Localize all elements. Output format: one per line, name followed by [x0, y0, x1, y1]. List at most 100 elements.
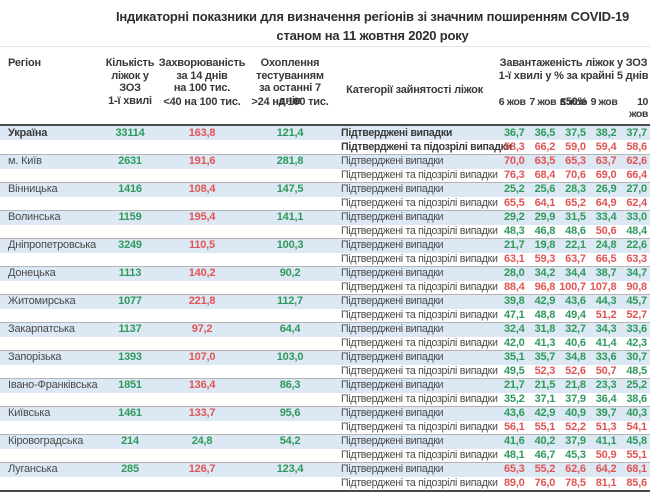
beds-value: 33114: [115, 126, 145, 139]
beds-value: 1461: [118, 407, 142, 420]
occupancy-value: 63,3: [626, 252, 647, 265]
occupancy-value: 46,7: [534, 448, 556, 461]
occupancy-value: 90,8: [626, 280, 647, 293]
region-name: Україна: [8, 126, 48, 139]
region-name: Кіровоградська: [8, 435, 84, 448]
table-row: Підтверджені та підозрілі випадки 47,1 48,…: [0, 309, 650, 323]
occupancy-value: 100,7: [559, 280, 586, 293]
table-row: Підтверджені та підозрілі випадки 49,5 52,…: [0, 365, 650, 379]
occupancy-value: 59,3: [534, 252, 556, 265]
occupancy-value: 52,2: [565, 420, 586, 433]
bed-category-label: Підтверджені та підозрілі випадки: [341, 280, 498, 293]
occupancy-value: 68,4: [534, 168, 556, 181]
occupancy-value: 59,4: [595, 140, 617, 153]
bed-category-label: Підтверджені та підозрілі випадки: [341, 476, 498, 489]
incidence-value: 126,7: [188, 463, 216, 476]
occupancy-value: 63,5: [534, 155, 556, 168]
occupancy-value: 31,5: [565, 211, 586, 224]
occupancy-value: 52,6: [565, 364, 586, 377]
table-row: Луганська 285 126,7 123,4 Підтверджені випад…: [0, 463, 650, 477]
day-header: 7 жов: [529, 96, 557, 108]
bed-category-label: Підтверджені та підозрілі випадки: [341, 196, 498, 209]
region-block: Волинська 1159 195,4 141,1 Підтверджені випа…: [0, 210, 650, 238]
occupancy-value: 52,3: [534, 364, 556, 377]
day-header: 9 жов: [590, 96, 618, 108]
bed-category-label: Підтверджені та підозрілі випадки: [341, 364, 498, 377]
table-row: Підтверджені та підозрілі випадки 89,0 76,…: [0, 477, 650, 491]
occupancy-value: 62,4: [626, 196, 647, 209]
region-name: Житомирська: [8, 295, 76, 308]
occupancy-value: 78,5: [565, 476, 586, 489]
occupancy-value: 35,2: [503, 392, 525, 405]
occupancy-value: 25,6: [534, 183, 556, 196]
occupancy-value: 28,0: [503, 267, 525, 280]
column-header-category: Категорії зайнятості ліжок: [346, 84, 483, 96]
occupancy-value: 36,7: [503, 126, 525, 139]
occupancy-value: 52,7: [626, 308, 647, 321]
occupancy-value: 49,4: [565, 308, 586, 321]
occupancy-value: 48,6: [565, 224, 586, 237]
table-row: Підтверджені та підозрілі випадки 48,1 46,…: [0, 449, 650, 463]
occupancy-value: 43,6: [565, 295, 586, 308]
region-name: Вінницька: [8, 183, 58, 196]
table-row: Кіровоградська 214 24,8 54,2 Підтверджені ви…: [0, 435, 650, 449]
occupancy-value: 33,6: [626, 323, 647, 336]
region-block: Кіровоградська 214 24,8 54,2 Підтверджені ви…: [0, 434, 650, 462]
region-block: Дніпропетровська 3249 110,5 100,3 Підтвердже…: [0, 238, 650, 266]
table-header: Регіон Кількість ліжок у ЗОЗ 1-ї хвилі З…: [0, 46, 650, 126]
occupancy-value: 40,3: [626, 407, 647, 420]
column-header-coverage: Охоплення тестуванням за останні 7 днів: [256, 57, 324, 107]
occupancy-value: 40,2: [534, 435, 556, 448]
table-row: Закарпатська 1137 97,2 64,4 Підтверджені вип…: [0, 323, 650, 337]
occupancy-value: 54,1: [626, 420, 647, 433]
beds-value: 1159: [118, 211, 142, 224]
occupancy-value: 55,1: [626, 448, 647, 461]
occupancy-value: 34,2: [534, 267, 556, 280]
occupancy-value: 41,3: [534, 336, 556, 349]
occupancy-value: 48,3: [503, 224, 525, 237]
occupancy-threshold-label: ≤50%: [559, 96, 588, 108]
occupancy-value: 47,1: [503, 308, 525, 321]
occupancy-value: 48,8: [534, 308, 556, 321]
table-row: Підтверджені та підозрілі випадки 65,5 64,…: [0, 197, 650, 211]
occupancy-value: 44,3: [595, 295, 617, 308]
table-row: Підтверджені та підозрілі випадки 76,3 68,…: [0, 169, 650, 183]
occupancy-value: 34,8: [565, 351, 586, 364]
region-name: Луганська: [8, 463, 58, 476]
incidence-value: 195,4: [188, 211, 216, 224]
occupancy-value: 42,9: [534, 295, 556, 308]
occupancy-value: 27,0: [626, 183, 647, 196]
region-block: Україна 33114 163,8 121,4 Підтверджені випад…: [0, 126, 650, 154]
table-row: Дніпропетровська 3249 110,5 100,3 Підтвердже…: [0, 239, 650, 253]
bed-category-label: Підтверджені випадки: [341, 126, 453, 139]
coverage-value: 90,2: [279, 267, 301, 280]
incidence-value: 140,2: [188, 267, 216, 280]
region-block: Донецька 1113 140,2 90,2 Підтверджені випадк…: [0, 266, 650, 294]
occupancy-value: 65,3: [565, 155, 586, 168]
occupancy-value: 46,8: [534, 224, 556, 237]
occupancy-value: 23,3: [595, 379, 617, 392]
table-row: Підтверджені та підозрілі випадки 35,2 37,…: [0, 393, 650, 407]
occupancy-value: 31,8: [534, 323, 556, 336]
bed-category-label: Підтверджені та підозрілі випадки: [341, 224, 498, 237]
occupancy-value: 51,2: [595, 308, 617, 321]
region-block: м. Київ 2631 191,6 281,8 Підтверджені випадк…: [0, 154, 650, 182]
occupancy-value: 21,7: [503, 379, 525, 392]
region-block: Вінницька 1416 108,4 147,5 Підтверджені випа…: [0, 182, 650, 210]
occupancy-value: 37,5: [565, 126, 586, 139]
coverage-value: 121,4: [276, 126, 304, 139]
incidence-value: 221,8: [188, 295, 216, 308]
occupancy-value: 45,8: [626, 435, 647, 448]
day-header: 8 жов: [559, 96, 587, 108]
occupancy-value: 85,6: [626, 476, 647, 489]
day-header: 10 жов: [629, 96, 648, 120]
occupancy-value: 39,7: [595, 407, 617, 420]
occupancy-value: 45,3: [565, 448, 586, 461]
occupancy-value: 37,9: [565, 435, 586, 448]
bed-category-label: Підтверджені випадки: [341, 295, 444, 308]
occupancy-value: 33,6: [595, 351, 617, 364]
occupancy-value: 65,5: [503, 196, 525, 209]
occupancy-value: 48,5: [626, 364, 647, 377]
occupancy-value: 32,4: [503, 323, 525, 336]
occupancy-value: 66,2: [534, 140, 556, 153]
